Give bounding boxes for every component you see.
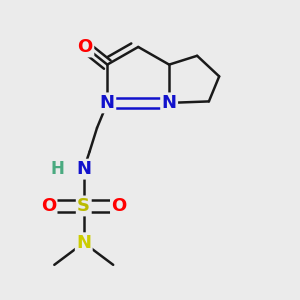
Text: N: N [162, 94, 177, 112]
Text: H: H [50, 160, 64, 178]
Text: O: O [41, 197, 56, 215]
Text: S: S [77, 197, 90, 215]
Text: O: O [112, 197, 127, 215]
Text: O: O [78, 38, 93, 56]
Text: N: N [76, 234, 91, 252]
Text: N: N [100, 94, 115, 112]
Text: N: N [76, 160, 91, 178]
